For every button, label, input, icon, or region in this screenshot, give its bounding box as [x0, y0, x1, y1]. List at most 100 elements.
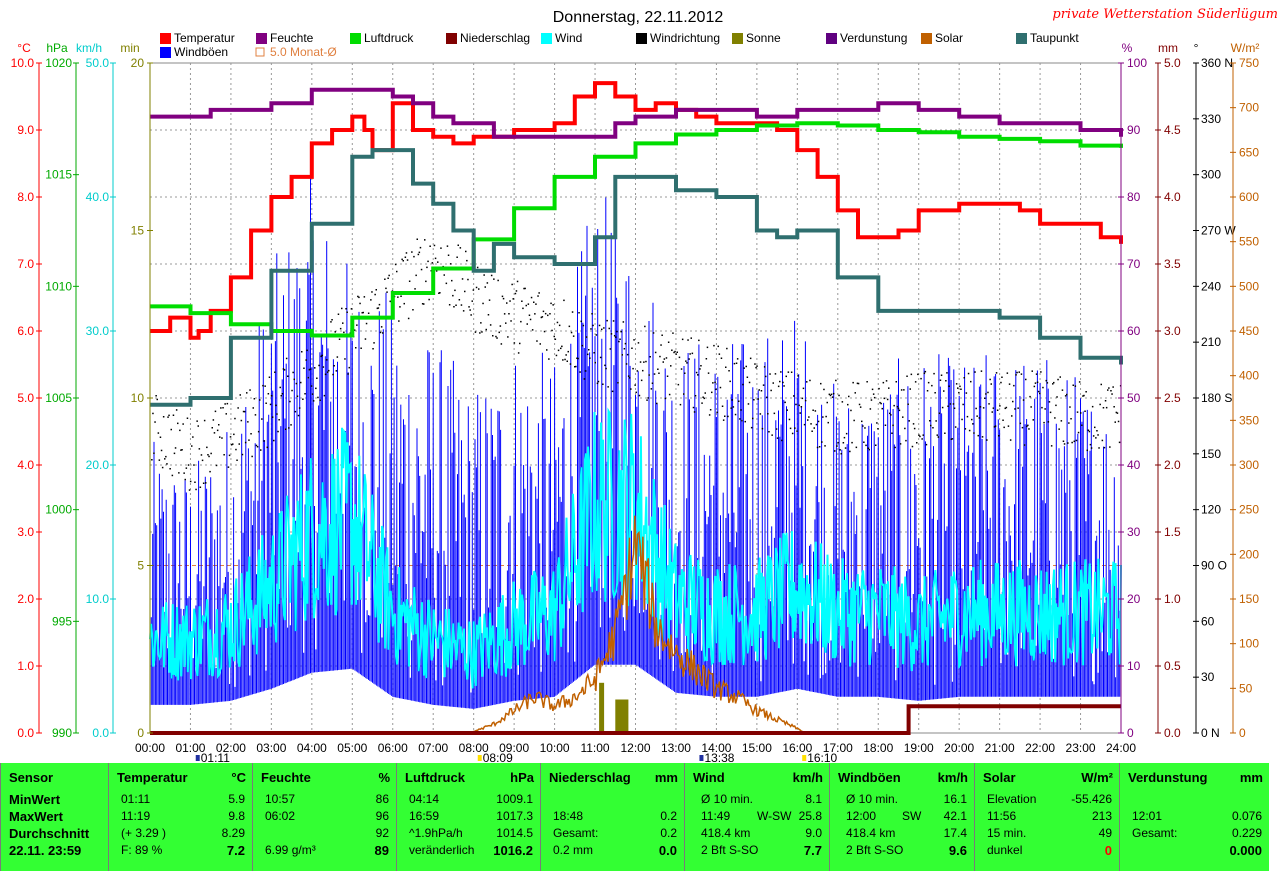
wind-direction-point	[937, 436, 940, 438]
wind-direction-point	[184, 478, 186, 481]
wind-direction-point	[571, 311, 574, 313]
x-tick-label: 19:00	[904, 741, 934, 755]
wind-direction-point	[777, 385, 780, 388]
wind-direction-point	[854, 392, 856, 394]
footer-bar	[0, 871, 1280, 882]
wind-direction-point	[1056, 396, 1058, 398]
wind-direction-point	[438, 292, 440, 294]
solar-axis-tick-label: 450	[1239, 324, 1259, 338]
wind-direction-point	[153, 452, 155, 454]
temp-axis-tick-label: 7.0	[17, 257, 34, 271]
sun-minutes-bar	[599, 682, 605, 734]
x-tick-label: 08:00	[459, 741, 489, 755]
wind-direction-point	[665, 357, 668, 359]
wind-direction-point	[219, 436, 221, 438]
wind-direction-point	[325, 359, 328, 361]
wind-direction-point	[320, 355, 322, 358]
wind-direction-point	[508, 313, 510, 315]
wind-direction-point	[361, 312, 363, 314]
wind-direction-point	[1008, 383, 1011, 385]
wind-direction-point	[466, 259, 468, 262]
wind-direction-point	[834, 450, 836, 452]
wind-direction-point	[470, 314, 472, 316]
wind-direction-point	[489, 324, 492, 326]
wind-direction-point	[852, 381, 854, 384]
wind-direction-point	[1102, 407, 1105, 409]
stat-row: 16:59 1017.3	[397, 809, 540, 826]
wind-direction-point	[661, 334, 663, 336]
wind-direction-point	[303, 367, 305, 369]
wind-direction-point	[1070, 418, 1072, 420]
wind-direction-point	[583, 378, 586, 380]
wind-direction-point	[284, 428, 287, 430]
temp-axis-tick-label: 5.0	[17, 391, 34, 405]
wind-direction-point	[603, 327, 605, 329]
wind-direction-point	[1036, 381, 1039, 383]
humidity-axis-tick-label: 20	[1127, 592, 1141, 606]
wind-direction-point	[414, 288, 416, 290]
wind-direction-point	[722, 419, 725, 421]
stat-header: Solar	[983, 770, 1016, 785]
wind-direction-point	[865, 444, 867, 447]
wind-direction-point	[323, 394, 326, 397]
wind-direction-point	[379, 331, 382, 334]
wind-direction-point	[679, 403, 682, 406]
wind-direction-point	[151, 459, 153, 461]
wind-direction-point	[266, 446, 268, 449]
wind-direction-point	[302, 398, 304, 400]
wind-direction-point	[741, 419, 743, 422]
stat-row-value: -55.426	[1071, 792, 1112, 806]
wind-direction-point	[609, 348, 612, 350]
wind-direction-point	[1113, 406, 1115, 408]
wind-direction-point	[611, 390, 614, 393]
wind-direction-point	[505, 322, 507, 324]
wind-direction-point	[244, 441, 247, 444]
wind-direction-point	[216, 429, 219, 432]
wind-direction-point	[642, 369, 644, 372]
wind-direction-point	[1073, 440, 1075, 443]
wind-direction-point	[421, 303, 424, 305]
humidity-axis-tick-label: 90	[1127, 123, 1141, 137]
wind-direction-point	[620, 330, 622, 333]
stat-row-value: 17.4	[943, 826, 967, 840]
wind-direction-point	[161, 466, 164, 469]
wind-direction-point	[944, 432, 946, 434]
wind-direction-point	[536, 340, 538, 342]
wind-direction-point	[437, 261, 439, 263]
stat-unit: km/h	[792, 770, 823, 785]
wind-direction-point	[941, 406, 944, 409]
wind-direction-point	[239, 394, 241, 396]
wind-direction-point	[526, 323, 528, 325]
wind-direction-point	[1112, 386, 1114, 388]
wind-direction-point	[1026, 425, 1028, 428]
wind-direction-point	[556, 321, 559, 324]
wind-direction-point	[552, 304, 554, 306]
wind-direction-point	[975, 407, 977, 410]
wind-direction-point	[279, 386, 281, 389]
stat-row-label: 16:59	[409, 809, 440, 823]
wind-direction-point	[617, 382, 619, 384]
wind-direction-point	[403, 302, 405, 305]
precip-axis-tick-label: 0.0	[1164, 726, 1181, 740]
wind-direction-point	[259, 399, 261, 401]
wind-direction-point	[822, 416, 824, 418]
wind-direction-point	[808, 416, 810, 418]
x-tick-label: 13:00	[661, 741, 691, 755]
wind-direction-point	[291, 389, 293, 392]
wind-direction-point	[700, 365, 702, 367]
wind-direction-point	[1095, 437, 1097, 439]
direction-axis-tick-label: 330	[1201, 112, 1221, 126]
wind-direction-point	[194, 481, 196, 483]
wind-direction-point	[558, 324, 561, 327]
wind-direction-point	[380, 326, 383, 328]
wind-direction-point	[702, 396, 704, 398]
wind-direction-point	[221, 437, 223, 439]
solar-axis-tick-label: 550	[1239, 235, 1259, 249]
wind-direction-point	[535, 303, 537, 305]
wind-direction-point	[743, 367, 745, 369]
wind-direction-point	[488, 299, 491, 301]
wind-direction-point	[883, 397, 886, 400]
wind-direction-point	[650, 388, 653, 390]
wind-direction-point	[276, 413, 278, 415]
wind-direction-point	[1105, 406, 1108, 409]
